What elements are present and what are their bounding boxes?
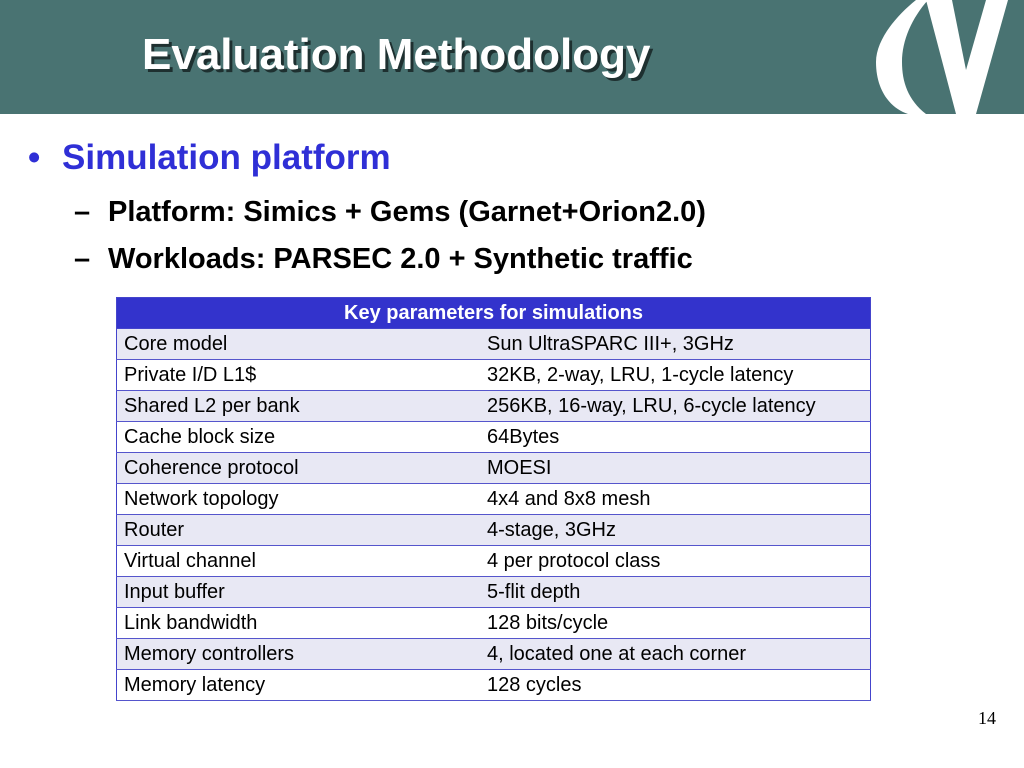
sub-bullet-platform: – Platform: Simics + Gems (Garnet+Orion2.… xyxy=(74,196,706,229)
param-value: 256KB, 16-way, LRU, 6-cycle latency xyxy=(480,390,871,422)
page-number: 14 xyxy=(978,708,996,728)
main-bullet-text: Simulation platform xyxy=(62,138,391,177)
param-name: Network topology xyxy=(116,483,480,515)
dash-glyph: – xyxy=(74,243,91,275)
sub-bullet-text: Platform: Simics + Gems (Garnet+Orion2.0… xyxy=(108,196,706,228)
param-value: 32KB, 2-way, LRU, 1-cycle latency xyxy=(480,359,871,391)
table-header: Key parameters for simulations xyxy=(116,297,871,329)
param-value: MOESI xyxy=(480,452,871,484)
param-value: 4x4 and 8x8 mesh xyxy=(480,483,871,515)
param-name: Memory controllers xyxy=(116,638,480,670)
table-row: Core model Sun UltraSPARC III+, 3GHz xyxy=(116,328,871,360)
main-bullet: • Simulation platform xyxy=(28,138,391,178)
slide-header: Evaluation Methodology xyxy=(0,0,1024,114)
table-header-row: Key parameters for simulations xyxy=(116,297,871,329)
param-name: Core model xyxy=(116,328,480,360)
param-name: Memory latency xyxy=(116,669,480,701)
table-row: Network topology 4x4 and 8x8 mesh xyxy=(116,483,871,515)
table-row: Link bandwidth 128 bits/cycle xyxy=(116,607,871,639)
bullet-glyph: • xyxy=(28,138,41,177)
table-row: Cache block size 64Bytes xyxy=(116,421,871,453)
param-value: 128 cycles xyxy=(480,669,871,701)
param-value: 5-flit depth xyxy=(480,576,871,608)
param-name: Cache block size xyxy=(116,421,480,453)
param-value: 128 bits/cycle xyxy=(480,607,871,639)
param-name: Shared L2 per bank xyxy=(116,390,480,422)
table-row: Memory latency 128 cycles xyxy=(116,669,871,701)
param-value: Sun UltraSPARC III+, 3GHz xyxy=(480,328,871,360)
sub-bullet-workloads: – Workloads: PARSEC 2.0 + Synthetic traff… xyxy=(74,243,693,276)
param-value: 4 per protocol class xyxy=(480,545,871,577)
parameters-table: Key parameters for simulations Core mode… xyxy=(116,297,871,701)
v-logo-icon xyxy=(876,0,1008,114)
sub-bullet-text: Workloads: PARSEC 2.0 + Synthetic traffi… xyxy=(108,243,693,275)
dash-glyph: – xyxy=(74,196,91,228)
table-row: Shared L2 per bank 256KB, 16-way, LRU, 6-… xyxy=(116,390,871,422)
table-row: Input buffer 5-flit depth xyxy=(116,576,871,608)
param-name: Coherence protocol xyxy=(116,452,480,484)
param-value: 64Bytes xyxy=(480,421,871,453)
param-value: 4, located one at each corner xyxy=(480,638,871,670)
param-name: Private I/D L1$ xyxy=(116,359,480,391)
table-row: Memory controllers 4, located one at each… xyxy=(116,638,871,670)
table-row: Coherence protocol MOESI xyxy=(116,452,871,484)
param-name: Link bandwidth xyxy=(116,607,480,639)
table-row: Router 4-stage, 3GHz xyxy=(116,514,871,546)
slide-title: Evaluation Methodology xyxy=(142,30,651,79)
param-name: Input buffer xyxy=(116,576,480,608)
param-name: Router xyxy=(116,514,480,546)
table-row: Virtual channel 4 per protocol class xyxy=(116,545,871,577)
table-row: Private I/D L1$ 32KB, 2-way, LRU, 1-cycle… xyxy=(116,359,871,391)
param-value: 4-stage, 3GHz xyxy=(480,514,871,546)
param-name: Virtual channel xyxy=(116,545,480,577)
